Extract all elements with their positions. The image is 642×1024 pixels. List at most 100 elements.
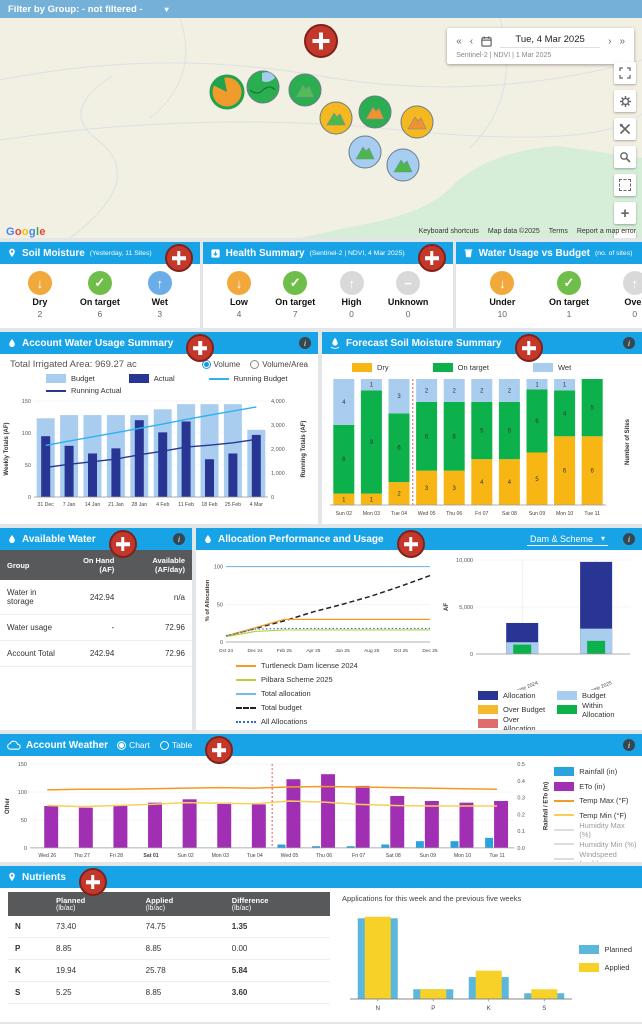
svg-text:2: 2 bbox=[397, 492, 401, 498]
search-button[interactable] bbox=[614, 146, 636, 168]
radio-volume[interactable]: Volume bbox=[201, 360, 240, 369]
svg-text:100: 100 bbox=[214, 565, 223, 571]
svg-text:Fri 28: Fri 28 bbox=[110, 853, 123, 859]
svg-text:2: 2 bbox=[453, 388, 457, 394]
legend-item: Humidity Max (%) bbox=[554, 821, 638, 839]
map-attribution-link[interactable]: Keyboard shortcuts bbox=[418, 228, 479, 235]
svg-text:0.5: 0.5 bbox=[517, 762, 525, 768]
svg-text:9: 9 bbox=[370, 440, 374, 446]
add-widget-button[interactable] bbox=[186, 334, 215, 362]
add-widget-button[interactable] bbox=[78, 868, 107, 896]
date-next-button[interactable]: › bbox=[608, 35, 612, 47]
legend-item: Pilbara Scheme 2025 bbox=[236, 674, 438, 685]
add-widget-button[interactable] bbox=[417, 244, 446, 272]
svg-text:4: 4 bbox=[508, 480, 512, 486]
status-stat: − Unknown 0 bbox=[388, 271, 428, 319]
svg-text:3: 3 bbox=[453, 486, 457, 492]
date-next-fast-button[interactable]: » bbox=[619, 35, 625, 47]
svg-text:7 Jan: 7 Jan bbox=[63, 502, 76, 508]
table-cell: Account Total bbox=[0, 640, 65, 667]
dropdown-value: Dam & Scheme bbox=[529, 533, 593, 544]
legend-label: Allocation bbox=[503, 691, 536, 700]
map-attribution-link[interactable]: Report a map error bbox=[576, 228, 636, 235]
info-icon[interactable]: i bbox=[623, 337, 635, 349]
water-drop-icon bbox=[7, 533, 17, 545]
selection-button[interactable] bbox=[614, 174, 636, 196]
radio-chart[interactable]: Chart bbox=[117, 740, 150, 750]
panel-header: Forecast Soil Moisture Summary i bbox=[322, 332, 642, 362]
calendar-icon[interactable] bbox=[481, 35, 492, 47]
svg-text:1,000: 1,000 bbox=[271, 471, 285, 477]
radio-table[interactable]: Table bbox=[159, 740, 192, 750]
date-prev-fast-button[interactable]: « bbox=[456, 35, 462, 47]
fullscreen-button[interactable] bbox=[614, 62, 636, 84]
svg-text:Apr 25: Apr 25 bbox=[306, 648, 320, 654]
svg-text:Aug 25: Aug 25 bbox=[364, 648, 380, 654]
svg-text:100: 100 bbox=[18, 790, 27, 796]
add-widget-button[interactable] bbox=[164, 244, 193, 272]
radio-button[interactable] bbox=[117, 740, 127, 750]
column-header: Difference (lb/ac) bbox=[224, 892, 330, 916]
radio-button[interactable] bbox=[159, 740, 169, 750]
svg-text:Pilbara Scheme 2025: Pilbara Scheme 2025 bbox=[566, 680, 613, 690]
date-prev-button[interactable]: ‹ bbox=[469, 35, 474, 47]
column-header: Planned (lb/ac) bbox=[49, 892, 139, 916]
svg-text:Tue 04: Tue 04 bbox=[391, 511, 407, 517]
available-water-panel: Available Water i Group On Hand (AF) Avail… bbox=[0, 528, 192, 730]
add-widget-button[interactable] bbox=[514, 334, 543, 362]
table-header-row: Group On Hand (AF) Available (AF/day) bbox=[0, 550, 192, 580]
stat-label: On target bbox=[549, 297, 590, 307]
map[interactable]: « ‹ Tue, 4 Mar 2025 › » Sentinel-2 | NDV… bbox=[0, 18, 642, 238]
legend-label: Over Budget bbox=[503, 705, 546, 714]
radio-volume-area[interactable]: Volume/Area bbox=[250, 360, 308, 369]
table-cell: Water usage bbox=[0, 614, 65, 641]
zoom-out-button[interactable]: − bbox=[614, 230, 636, 238]
svg-text:Dec 25: Dec 25 bbox=[422, 648, 438, 654]
map-add-marker-button[interactable] bbox=[304, 24, 338, 58]
svg-text:P: P bbox=[431, 1006, 435, 1012]
info-icon[interactable]: i bbox=[623, 739, 635, 751]
logo-letter: g bbox=[28, 225, 36, 238]
svg-text:Tue 11: Tue 11 bbox=[489, 853, 505, 859]
current-date[interactable]: Tue, 4 Mar 2025 bbox=[500, 34, 601, 48]
filter-by-group-bar[interactable]: Filter by Group: - not filtered - ▾ bbox=[0, 0, 642, 18]
dam-scheme-dropdown[interactable]: Dam & Scheme ▾ bbox=[526, 533, 608, 546]
settings-button[interactable] bbox=[614, 90, 636, 112]
svg-text:Fri 07: Fri 07 bbox=[475, 511, 488, 517]
column-header: Available (AF/day) bbox=[121, 550, 192, 580]
card-subtitle: (Yesterday, 11 Sites) bbox=[89, 249, 152, 257]
card-subtitle: (Sentinel-2 | NDVI, 4 Mar 2025) bbox=[309, 249, 405, 257]
location-pin-icon bbox=[7, 247, 17, 259]
add-widget-button[interactable] bbox=[205, 736, 234, 764]
stat-label: Dry bbox=[32, 297, 48, 307]
panel-header: Account Weather Chart Table i bbox=[0, 734, 642, 764]
planned-cell: 19.94 bbox=[49, 959, 139, 982]
legend-label: Wet bbox=[557, 363, 572, 372]
chevron-down-icon[interactable]: ▾ bbox=[164, 4, 169, 14]
svg-text:2: 2 bbox=[480, 388, 484, 394]
svg-text:6: 6 bbox=[535, 419, 539, 425]
add-widget-button[interactable] bbox=[108, 530, 137, 558]
info-icon[interactable]: i bbox=[623, 533, 635, 545]
map-attribution-link[interactable]: Map data ©2025 bbox=[487, 228, 540, 235]
panel-title: Forecast Soil Moisture Summary bbox=[346, 337, 502, 349]
info-icon[interactable]: i bbox=[299, 337, 311, 349]
map-attribution-link[interactable]: Terms bbox=[548, 228, 568, 235]
add-widget-button[interactable] bbox=[396, 530, 425, 558]
panel-header: Nutrients bbox=[0, 866, 642, 896]
svg-text:AF: AF bbox=[444, 603, 450, 611]
table-row: S 5.25 8.85 3.60 bbox=[8, 981, 330, 1004]
map-attribution-links: Keyboard shortcuts Map data ©2025 Terms Rep… bbox=[410, 228, 636, 235]
zoom-in-button[interactable]: + bbox=[614, 202, 636, 224]
legend-item: Temp Max (°F) bbox=[554, 795, 638, 806]
svg-text:Mon 10: Mon 10 bbox=[556, 511, 573, 517]
radio-button[interactable] bbox=[250, 360, 260, 369]
table-row: Water in storage 242.94 n/a bbox=[0, 580, 192, 615]
legend-label: All Allocations bbox=[261, 717, 308, 726]
info-icon[interactable]: i bbox=[173, 533, 185, 545]
tools-button[interactable] bbox=[614, 118, 636, 140]
svg-text:Wed 05: Wed 05 bbox=[418, 511, 436, 517]
legend-label: Over Allocation bbox=[503, 714, 536, 731]
nutrients-table-container: Planned (lb/ac) Applied (lb/ac) Difference (l… bbox=[8, 892, 330, 1018]
forecast-soil-moisture-panel: Forecast Soil Moisture Summary i Dry On t… bbox=[322, 332, 642, 524]
